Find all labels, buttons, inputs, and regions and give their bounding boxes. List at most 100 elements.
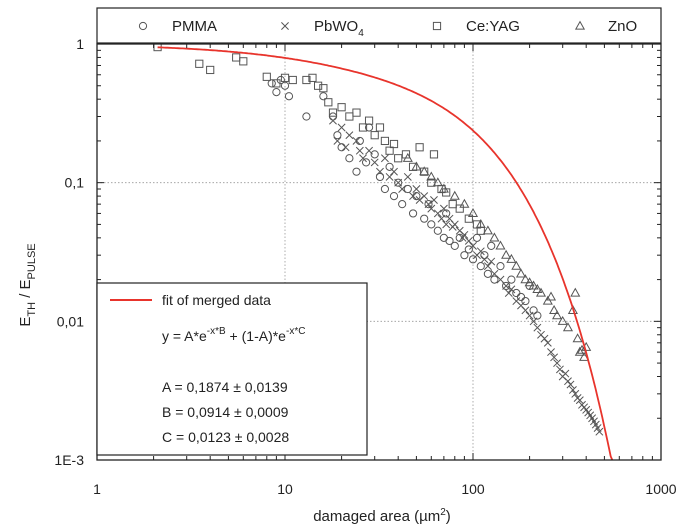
point-pbwo4 — [547, 348, 555, 357]
point-ceyag — [272, 79, 281, 88]
point-zno — [562, 322, 574, 332]
point-pmma — [483, 269, 492, 278]
point-ceyag — [394, 154, 403, 163]
point-pmma — [333, 131, 342, 140]
point-zno — [549, 304, 560, 314]
point-pbwo4 — [571, 389, 580, 398]
point-ceyag — [328, 108, 338, 117]
point-pmma — [496, 262, 505, 271]
point-pbwo4 — [412, 185, 421, 193]
point-pbwo4 — [433, 209, 442, 218]
x-axis-title: damaged area (µm2) — [313, 507, 451, 525]
point-pmma — [533, 311, 542, 320]
point-pbwo4 — [376, 167, 384, 176]
point-pbwo4 — [483, 262, 492, 271]
point-ceyag — [324, 98, 333, 107]
point-zno — [579, 351, 590, 361]
fit-param-c: C = 0,0123 ± 0,0028 — [162, 429, 289, 445]
legend-marker-pmma — [138, 21, 148, 31]
point-pbwo4 — [390, 167, 398, 176]
point-zno — [459, 198, 470, 208]
top-legend: PMMA PbWO4 Ce:YAG ZnO — [96, 7, 662, 44]
point-pbwo4 — [409, 192, 418, 201]
point-ceyag — [448, 200, 457, 209]
x-tick-label: 100 — [461, 481, 485, 497]
point-ceyag — [385, 146, 394, 155]
legend-label-pbwo4: PbWO4 — [314, 18, 364, 39]
point-pmma — [476, 262, 485, 271]
fit-curve — [157, 46, 614, 461]
point-pmma — [272, 87, 281, 97]
point-zno — [552, 310, 563, 320]
point-pmma — [455, 233, 464, 242]
point-ceyag — [239, 57, 248, 66]
point-pmma — [442, 209, 451, 218]
point-pbwo4 — [337, 123, 346, 132]
point-zno — [574, 346, 585, 356]
point-pmma — [433, 226, 442, 235]
x-tick-labels: 1 10 100 1000 — [93, 481, 677, 497]
point-pmma — [424, 200, 433, 209]
point-pmma — [516, 292, 526, 302]
point-pmma — [337, 143, 346, 152]
point-zno — [426, 171, 437, 181]
point-pbwo4 — [561, 369, 570, 378]
point-zno — [528, 280, 539, 290]
point-zno — [524, 277, 535, 287]
y-tick-label: 1 — [76, 36, 84, 52]
point-ceyag — [464, 214, 473, 223]
point-pmma — [502, 281, 511, 291]
point-pmma — [319, 92, 328, 101]
point-pbwo4 — [575, 396, 584, 405]
point-pmma — [507, 275, 516, 284]
y-tick-labels: 1E-3 0,01 0,1 1 — [54, 36, 84, 468]
point-zno — [475, 218, 486, 229]
point-pmma — [355, 136, 364, 146]
point-pbwo4 — [329, 116, 337, 125]
point-pbwo4 — [525, 311, 534, 320]
data-markers — [153, 42, 604, 436]
point-pmma — [398, 200, 407, 209]
point-pbwo4 — [533, 323, 542, 332]
point-pmma — [512, 288, 521, 298]
point-pbwo4 — [568, 385, 577, 394]
point-pmma — [468, 255, 478, 264]
point-ceyag — [280, 73, 290, 82]
point-zno — [506, 253, 517, 263]
point-pbwo4 — [385, 172, 394, 181]
legend-label-ceyag: Ce:YAG — [466, 18, 520, 35]
point-pbwo4 — [540, 334, 549, 343]
point-pbwo4 — [487, 257, 496, 266]
point-pmma — [380, 184, 390, 194]
point-pmma — [302, 112, 311, 121]
point-pmma — [408, 209, 418, 218]
x-tick-label: 10 — [277, 481, 293, 497]
point-zno — [432, 177, 443, 187]
fit-param-b: B = 0,0914 ± 0,0009 — [162, 404, 289, 420]
point-pbwo4 — [469, 241, 477, 250]
point-zno — [520, 274, 531, 284]
point-pbwo4 — [553, 359, 562, 368]
x-tick-label: 1000 — [645, 481, 676, 497]
point-pbwo4 — [359, 154, 367, 163]
point-pbwo4 — [521, 306, 530, 315]
point-ceyag — [232, 53, 241, 62]
point-ceyag — [370, 131, 379, 140]
fit-formula: y = A*e-x*B + (1-A)*e-x*C — [162, 326, 305, 344]
legend-symbol-pmma — [138, 21, 148, 31]
point-pmma — [385, 162, 394, 171]
point-pbwo4 — [595, 427, 604, 436]
point-pbwo4 — [439, 204, 448, 213]
point-zno — [449, 190, 460, 200]
legend-symbol-zno — [574, 20, 586, 30]
point-pmma — [529, 306, 538, 315]
point-pbwo4 — [507, 285, 516, 294]
fit-param-a: A = 0,1874 ± 0,0139 — [162, 379, 288, 395]
x-tick-label: 1 — [93, 481, 101, 497]
point-ceyag — [364, 116, 374, 125]
point-ceyag — [389, 139, 399, 149]
point-ceyag — [337, 103, 346, 112]
point-ceyag — [206, 65, 215, 75]
point-pbwo4 — [424, 200, 433, 209]
fit-legend-label: fit of merged data — [162, 292, 271, 308]
